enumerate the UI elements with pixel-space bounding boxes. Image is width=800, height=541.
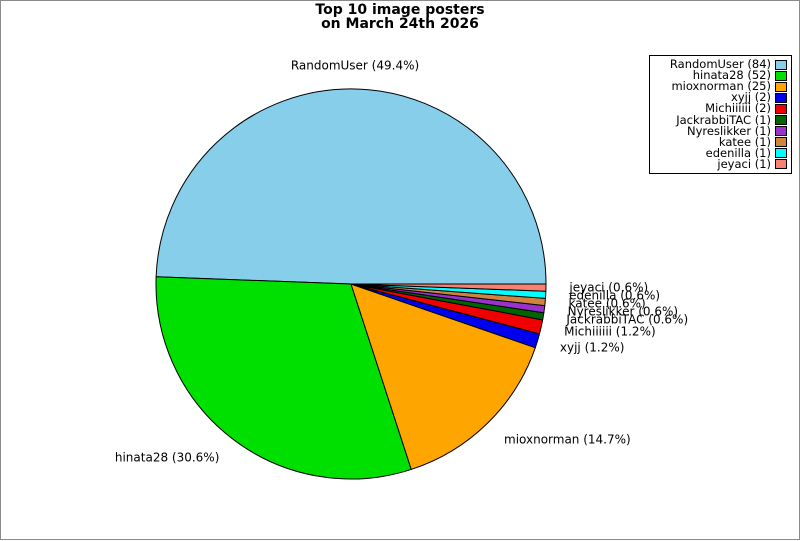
legend-color-swatch <box>775 103 787 114</box>
legend-item-xyjj: xyjj (2) <box>654 92 787 103</box>
legend: RandomUser (84) hinata28 (52) mioxnorman (… <box>649 55 792 174</box>
pie-slice-mioxnorman <box>350 283 536 470</box>
slice-label-nyreslikker: Nyreslikker (0.6%) <box>567 304 679 319</box>
legend-item-label: Michiiiiii (2) <box>705 101 771 116</box>
legend-color-swatch <box>775 159 787 170</box>
legend-color-swatch <box>775 81 787 92</box>
legend-item-label: jeyaci (1) <box>717 156 771 171</box>
legend-item-jackrabbitac: JackrabbiTAC (1) <box>654 114 787 125</box>
legend-item-katee: katee (1) <box>654 134 787 149</box>
legend-color-swatch <box>775 148 787 159</box>
legend-item-label: hinata28 (52) <box>692 68 771 83</box>
slice-label-edenilla: edenilla (0.6%) <box>569 288 661 303</box>
slice-label-jeyaci: jeyaci (0.6%) <box>569 280 649 295</box>
pie-slice-jeyaci <box>350 283 547 292</box>
legend-item-edenilla: edenilla (1) <box>654 145 787 160</box>
legend-item-label: xyjj (2) <box>731 90 771 105</box>
chart-title: Top 10 image posters on March 24th 2026 <box>1 3 799 31</box>
legend-item-label: mioxnorman (25) <box>671 79 771 94</box>
legend-color-swatch <box>775 115 787 126</box>
legend-item-mioxnorman: mioxnorman (25) <box>654 79 787 94</box>
slice-label-mioxnorman: mioxnorman (14.7%) <box>504 432 631 447</box>
legend-item-label: JackrabbiTAC (1) <box>676 112 771 127</box>
legend-item-label: katee (1) <box>718 134 771 149</box>
slice-label-randomuser: RandomUser (49.4%) <box>290 58 420 73</box>
legend-item-jeyaci: jeyaci (1) <box>654 156 787 171</box>
legend-item-label: RandomUser (84) <box>669 57 771 72</box>
chart-title-line2: on March 24th 2026 <box>321 16 479 32</box>
legend-item-nyreslikker: Nyreslikker (1) <box>654 123 787 138</box>
slice-label-jackrabbitac: JackrabbiTAC (0.6%) <box>566 312 689 327</box>
legend-color-swatch <box>775 59 787 70</box>
legend-item-label: edenilla (1) <box>705 145 771 160</box>
slice-label-xyjj: xyjj (1.2%) <box>559 340 625 355</box>
legend-color-swatch <box>775 126 787 137</box>
pie-slice-randomuser <box>155 88 547 285</box>
legend-item-hinata28: hinata28 (52) <box>654 68 787 83</box>
legend-item-label: Nyreslikker (1) <box>687 123 771 138</box>
pie-slice-hinata28 <box>155 276 412 480</box>
legend-item-randomuser: RandomUser (84) <box>654 57 787 72</box>
slice-label-michiiiiii: Michiiiiii (1.2%) <box>564 324 656 339</box>
legend-item-michiiiiii: Michiiiiii (2) <box>654 103 787 114</box>
legend-color-swatch <box>775 92 787 103</box>
slice-label-katee: katee (0.6%) <box>568 296 646 311</box>
chart-title-line1: Top 10 image posters <box>315 2 485 18</box>
slice-label-hinata28: hinata28 (30.6%) <box>114 450 220 465</box>
legend-color-swatch <box>775 137 787 148</box>
legend-color-swatch <box>775 70 787 81</box>
